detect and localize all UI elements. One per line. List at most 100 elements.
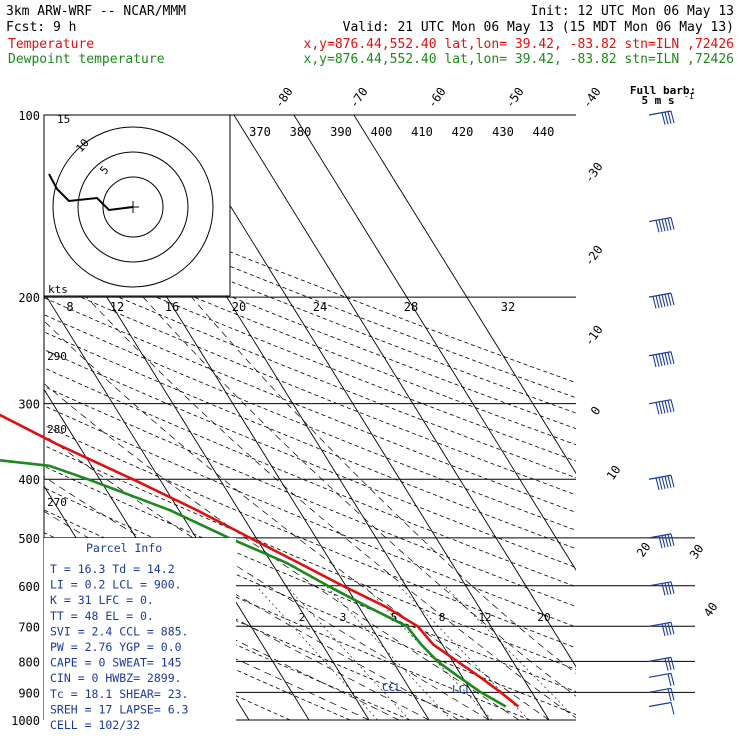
wind-barb-flag [664, 294, 669, 307]
parcel-info-row: TT = 48 EL = 0. [50, 609, 154, 623]
wind-barbs [648, 110, 675, 715]
pressure-tick-label: 300 [18, 398, 40, 412]
mixing-ratio-label: 3 [340, 611, 347, 624]
wind-barb-flag [667, 111, 672, 124]
wind-barb-flag [655, 295, 660, 309]
wind-barb-flag [661, 476, 666, 490]
wind-barb-staff [648, 474, 672, 480]
isotherm-label: -10 [582, 323, 606, 349]
legend-temperature: Temperature [8, 37, 94, 52]
wetbulb-label: 16 [165, 300, 179, 314]
dewpoint-location-info: x,y=876.44,552.40 lat,lon= 39.42, -83.82… [304, 52, 734, 67]
wind-barb-flag [667, 352, 672, 365]
theta-label: 280 [47, 423, 67, 436]
mixing-ratio-line [325, 585, 452, 720]
hodograph-ring [52, 126, 214, 288]
wind-barb-flag [658, 535, 663, 549]
dry-adiabat [44, 445, 576, 670]
theta-label: 270 [47, 496, 67, 509]
hodograph-ring [77, 151, 189, 263]
wind-barb-flag [661, 623, 666, 637]
parcel-info-row: SREH = 17 LAPSE= 6.3 [50, 702, 189, 716]
wind-barb-staff [648, 701, 672, 708]
dry-adiabat [44, 280, 576, 496]
wind-barb-flag [667, 582, 672, 595]
pressure-tick-label: 100 [18, 109, 40, 123]
moist-adiabat [191, 296, 576, 674]
hodograph-ring [102, 176, 164, 238]
isotherm-label: 0 [588, 404, 604, 418]
wind-barb-flag [667, 475, 672, 488]
wind-barb-flag [661, 535, 666, 548]
wind-barb-flag [670, 110, 675, 124]
theta-e-label: 380 [290, 125, 312, 139]
parcel-info-row: CAPE = 0 SWEAT= 145 [50, 656, 182, 670]
wind-barb-flag [670, 622, 675, 635]
theta-e-label: 430 [492, 125, 514, 139]
pressure-tick-label: 1000 [11, 714, 40, 728]
pressure-tick-label: 400 [18, 473, 40, 487]
wind-barb-flag [655, 220, 660, 233]
dry-adiabat [44, 331, 576, 550]
parcel-info-row: Tc = 18.1 SHEAR= 23. [50, 687, 188, 701]
barb-key-exponent: -1 [684, 92, 694, 101]
barb-key-title: Full barb: [630, 84, 696, 97]
wind-barb-flag [658, 353, 663, 367]
parcel-info-row: K = 31 LFC = 0. [50, 593, 154, 607]
dry-adiabat [44, 424, 576, 649]
dry-adiabat [44, 465, 576, 693]
wind-barb-flag [670, 533, 675, 547]
isotherm-line [293, 115, 576, 571]
dry-adiabat [44, 188, 576, 399]
forecast-hour: Fcst: 9 h [6, 20, 76, 35]
hodograph-trace [48, 173, 134, 212]
wind-barb-staff [648, 399, 672, 405]
wind-barb-flag [658, 401, 663, 414]
wind-barb-flag [661, 294, 666, 307]
wind-barb-flag [655, 354, 660, 367]
parcel-info-row: SVI = 2.4 CCL = 885. [50, 624, 188, 638]
wind-barb-flag [670, 581, 675, 594]
wind-barb-flag [664, 400, 669, 413]
wetbulb-label: 20 [232, 300, 246, 314]
theta-label: 290 [47, 350, 67, 363]
wind-barb-flag [652, 354, 657, 368]
wind-barb-flag [661, 112, 666, 125]
wind-barb-flag [664, 111, 669, 125]
pressure-tick-label: 600 [18, 580, 40, 594]
dry-adiabat [44, 233, 576, 446]
hodograph-box [43, 114, 231, 297]
wind-barb-flag [670, 217, 675, 230]
wind-barb-flag [667, 217, 672, 231]
sounding-traces [0, 413, 520, 708]
wind-barb-flag [661, 583, 666, 596]
wind-barb-staff [648, 216, 672, 223]
wind-barb-flag [667, 293, 672, 306]
temperature-trace [0, 413, 520, 708]
mixing-ratio-label: 5 [391, 611, 398, 624]
mixing-ratio-label: 20 [537, 611, 550, 624]
isotherm-line [173, 115, 550, 720]
wind-barb-flag [664, 534, 669, 548]
pressure-tick-label: 700 [18, 620, 40, 634]
legend-dewpoint: Dewpoint temperature [8, 52, 165, 67]
wind-barb-flag [667, 622, 672, 635]
wetbulb-label: 24 [313, 300, 327, 314]
wind-barb-staff [648, 533, 672, 539]
parcel-info-row: CIN = 0 HWBZ= 2899. [50, 671, 182, 685]
wind-barb-staff [648, 656, 672, 662]
mixing-ratio-line [285, 585, 410, 720]
isotherm-label: -50 [503, 85, 527, 111]
isotherm-label: -30 [582, 160, 606, 186]
wind-barb-flag [664, 658, 669, 671]
isotherm-line [353, 115, 576, 475]
parcel-info-title: Parcel Info [86, 541, 162, 555]
isotherm-label: 10 [604, 463, 624, 483]
init-time: Init: 12 UTC Mon 06 May 13 [531, 4, 735, 19]
mixing-ratio-line [364, 585, 493, 720]
mixing-ratio-label: 12 [478, 611, 491, 624]
dewpoint-trace [0, 459, 507, 708]
dry-adiabat [44, 314, 576, 531]
wind-barb-flag [667, 673, 672, 686]
